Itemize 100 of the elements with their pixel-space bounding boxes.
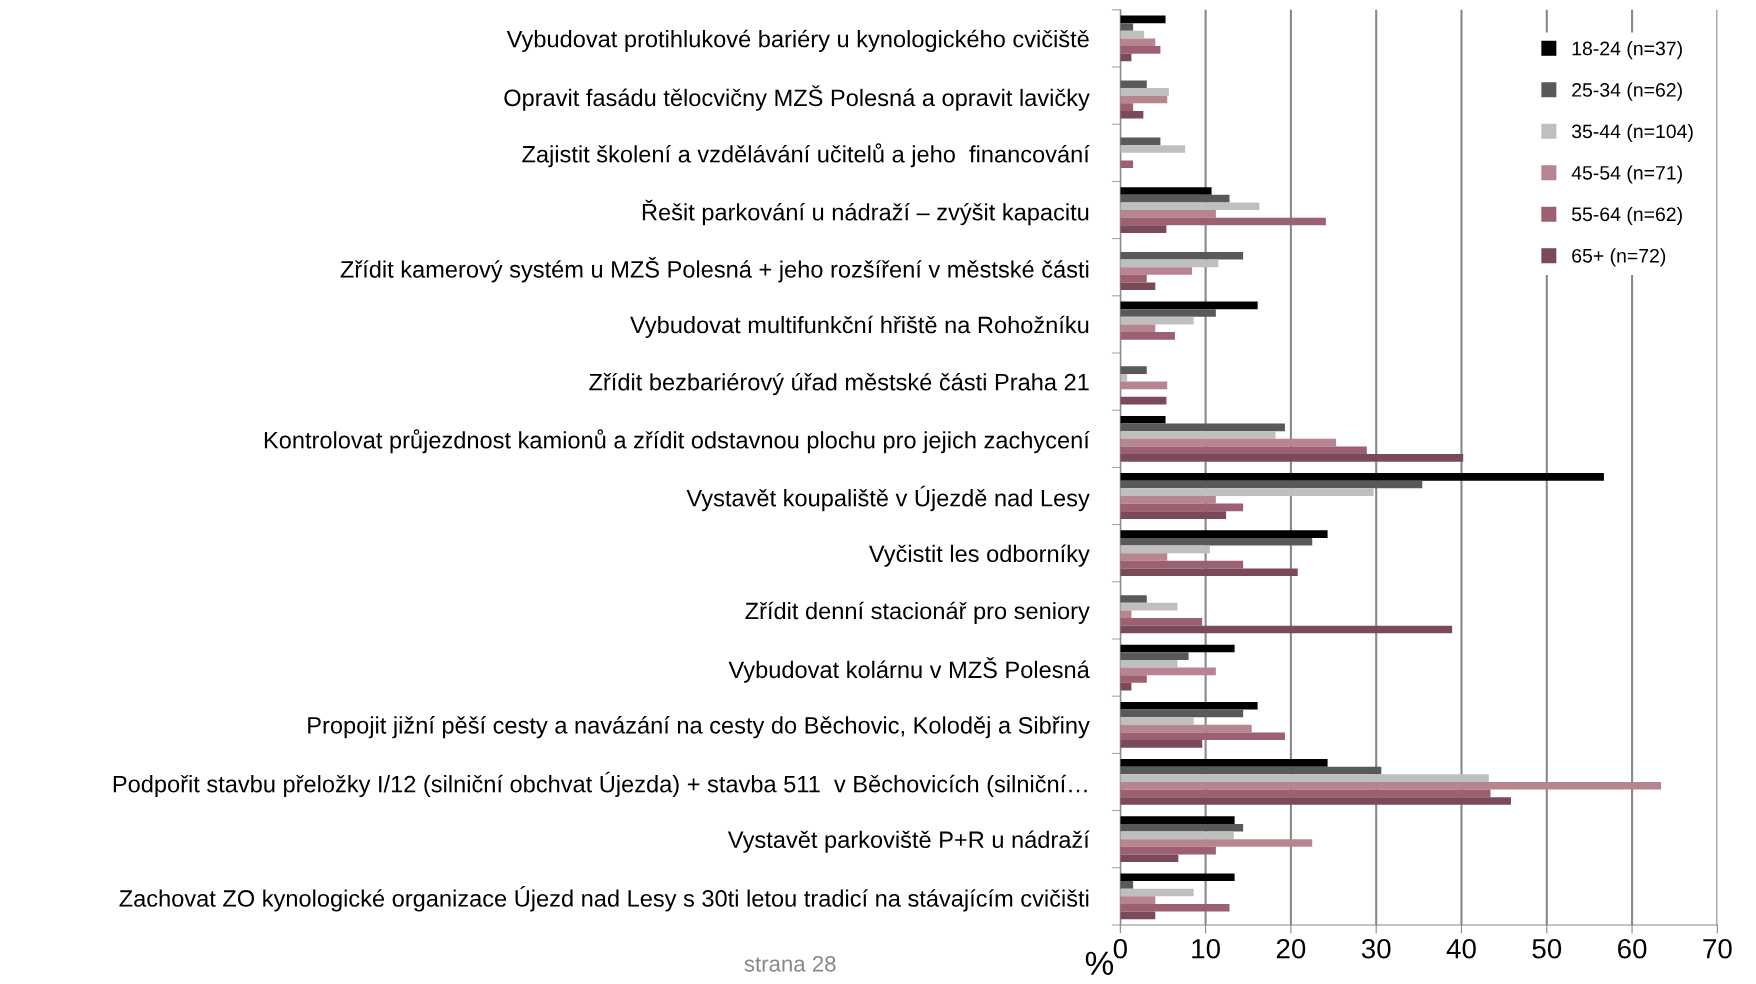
bar xyxy=(1120,881,1134,889)
bar xyxy=(1120,823,1244,832)
bar xyxy=(1120,431,1276,439)
legend-label: 45-54 (n=71) xyxy=(1571,165,1682,184)
x-tick-label: 50 xyxy=(1532,938,1562,959)
x-axis-title: % xyxy=(1085,951,1114,975)
y-tick-label: Řešit parkování u nádraží – zvýšit kapacitu xyxy=(642,199,1089,226)
bar xyxy=(1120,160,1134,169)
bar xyxy=(1120,282,1156,291)
y-tick-label: Zřídit denní stacionář pro seniory xyxy=(745,601,1090,624)
legend-label: 65+ (n=72) xyxy=(1572,248,1666,267)
y-tick-label: Vybudovat multifunkční hřiště na Rohožníku xyxy=(630,315,1089,339)
bar xyxy=(1120,846,1216,855)
bar xyxy=(1120,496,1216,504)
legend-label: 18-24 (n=37) xyxy=(1572,41,1682,60)
bar xyxy=(1120,488,1374,496)
bar xyxy=(1120,568,1298,577)
legend-label: 55-64 (n=62) xyxy=(1571,206,1682,226)
bar xyxy=(1120,701,1258,710)
bar xyxy=(1120,789,1491,798)
x-tick-label: 10 xyxy=(1192,938,1220,959)
text: strana 28 xyxy=(744,956,836,972)
bar xyxy=(1120,511,1227,519)
bar xyxy=(1120,259,1219,268)
y-tick-label: Zřídit bezbariérový úřad městské části Praha 21 xyxy=(589,372,1089,396)
bar xyxy=(1120,545,1210,554)
bar xyxy=(1120,274,1147,283)
bar xyxy=(1120,553,1168,561)
bar xyxy=(1120,80,1147,89)
bar xyxy=(1120,831,1234,840)
y-tick-label: Kontrolovat průjezdnost kamionů a zřídit odstavnou plochu pro jejich zachycení xyxy=(264,429,1090,454)
bar xyxy=(1120,781,1662,790)
bar xyxy=(1120,797,1511,805)
bar xyxy=(1120,309,1216,317)
bar xyxy=(1120,839,1313,847)
bar xyxy=(1120,652,1189,660)
bar xyxy=(1120,774,1489,782)
y-tick-label: Vystavět parkoviště P+R u nádraží xyxy=(727,830,1090,853)
bar xyxy=(1120,454,1464,462)
bar xyxy=(1120,110,1144,119)
bar xyxy=(1120,366,1147,374)
bar xyxy=(1120,251,1244,260)
x-tick-label: 40 xyxy=(1446,938,1476,959)
bar xyxy=(1120,888,1194,897)
bar xyxy=(1120,667,1216,676)
bar xyxy=(1120,896,1156,904)
bar xyxy=(1120,717,1194,725)
y-tick-label: Vybudovat protihlukové bariéry u kynologického cvičiště xyxy=(506,29,1089,53)
bar xyxy=(1120,644,1235,653)
y-tick-label: Podpořit stavbu přeložky I/12 (silniční obchvat Újezda) + stavba 511 v Běchovicích (silniční… xyxy=(113,771,1087,798)
bar xyxy=(1120,217,1326,226)
bar xyxy=(1120,46,1161,54)
bar xyxy=(1120,675,1147,683)
bar xyxy=(1120,709,1244,718)
bar xyxy=(1120,415,1166,424)
bar xyxy=(1120,225,1167,233)
bar xyxy=(1120,267,1192,275)
bar xyxy=(1120,103,1134,111)
y-tick-label: Vybudovat kolárnu v MZŠ Polesná xyxy=(728,657,1090,683)
bar xyxy=(1120,537,1313,546)
bar xyxy=(1120,15,1166,24)
bar xyxy=(1120,187,1212,195)
bar xyxy=(1120,659,1178,668)
bar xyxy=(1120,625,1453,634)
y-tick-label: Vystavět koupaliště v Újezdě nad Lesy xyxy=(686,485,1090,512)
bar xyxy=(1120,595,1147,603)
bar xyxy=(1120,316,1194,325)
bar xyxy=(1120,503,1244,512)
bar xyxy=(1120,873,1235,882)
x-tick-label: 0 xyxy=(1113,938,1127,959)
bar xyxy=(1120,381,1168,390)
y-tick-label: Opravit fasádu tělocvičny MZŠ Polesná a opravit lavičky xyxy=(504,85,1090,111)
legend-label: 25-34 (n=62) xyxy=(1572,82,1682,101)
bar xyxy=(1120,332,1175,340)
bar xyxy=(1120,88,1169,96)
bar xyxy=(1120,145,1186,153)
bar xyxy=(1120,759,1328,767)
bar xyxy=(1120,560,1244,569)
bar xyxy=(1120,373,1128,382)
bar xyxy=(1120,446,1367,455)
bar xyxy=(1120,301,1258,310)
bar xyxy=(1120,740,1203,748)
x-tick-label: 70 xyxy=(1703,938,1732,959)
bar xyxy=(1120,23,1134,31)
bar xyxy=(1120,610,1132,619)
bar xyxy=(1120,473,1604,481)
legend-label: 35-44 (n=104) xyxy=(1571,123,1693,143)
bar xyxy=(1120,396,1167,405)
bar xyxy=(1120,854,1179,863)
x-tick-label: 20 xyxy=(1276,938,1306,959)
bar xyxy=(1120,38,1156,47)
y-tick-label: Zřídit kamerový systém u MZŠ Polesná + jeho rozšíření v městské části xyxy=(340,256,1089,283)
y-tick-label: Zajistit školení a vzdělávání učitelů a jeho financování xyxy=(522,143,1090,168)
x-tick-label: 30 xyxy=(1361,938,1391,959)
y-tick-label: Propojit jižní pěší cesty a navázání na cesty do Běchovic, Koloděj a Sibřiny xyxy=(308,716,1090,739)
bar xyxy=(1120,602,1178,611)
bar xyxy=(1120,732,1285,741)
bar xyxy=(1120,194,1230,203)
bar xyxy=(1120,324,1156,333)
bar xyxy=(1120,423,1285,432)
